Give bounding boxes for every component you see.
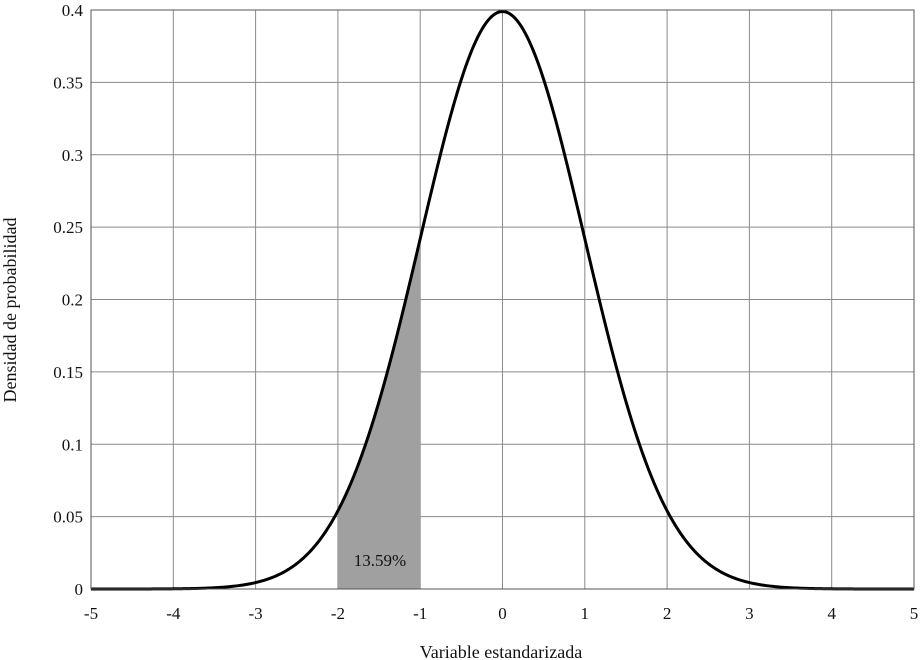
x-tick-label: -1 xyxy=(413,604,427,623)
x-tick-label: 2 xyxy=(663,604,672,623)
x-tick-label: 4 xyxy=(827,604,836,623)
x-tick-label: -4 xyxy=(166,604,181,623)
x-tick-label: 5 xyxy=(910,604,919,623)
curve-layer xyxy=(91,10,914,591)
x-tick-label: 1 xyxy=(581,604,590,623)
y-axis-title: Densidad de probabilidad xyxy=(0,218,20,403)
grid-lines xyxy=(90,9,915,590)
y-tick-label: 0.35 xyxy=(53,73,83,92)
y-tick-label: 0.15 xyxy=(53,363,83,382)
y-tick-label: 0.05 xyxy=(53,508,83,527)
y-tick-label: 0.3 xyxy=(62,146,83,165)
y-tick-label: 0.25 xyxy=(53,218,83,237)
x-tick-label: 0 xyxy=(498,604,507,623)
y-tick-labels: 0 0.05 0.1 0.15 0.2 0.25 0.3 0.35 0.4 xyxy=(53,1,83,599)
x-tick-label: -3 xyxy=(249,604,263,623)
plot-border xyxy=(90,9,915,590)
y-tick-label: 0.4 xyxy=(62,1,84,20)
x-tick-label: -2 xyxy=(331,604,345,623)
y-tick-label: 0 xyxy=(75,580,84,599)
shaded-area-label: 13.59% xyxy=(354,551,406,570)
normal-density-curve xyxy=(91,10,914,591)
x-tick-label: 3 xyxy=(745,604,754,623)
y-tick-label: 0.1 xyxy=(62,435,83,454)
x-tick-label: -5 xyxy=(84,604,98,623)
x-tick-labels: -5 -4 -3 -2 -1 0 1 2 3 4 5 xyxy=(84,604,918,623)
plot-frame xyxy=(90,9,915,590)
y-tick-label: 0.2 xyxy=(62,291,83,310)
x-axis-title: Variable estandarizada xyxy=(420,642,582,660)
